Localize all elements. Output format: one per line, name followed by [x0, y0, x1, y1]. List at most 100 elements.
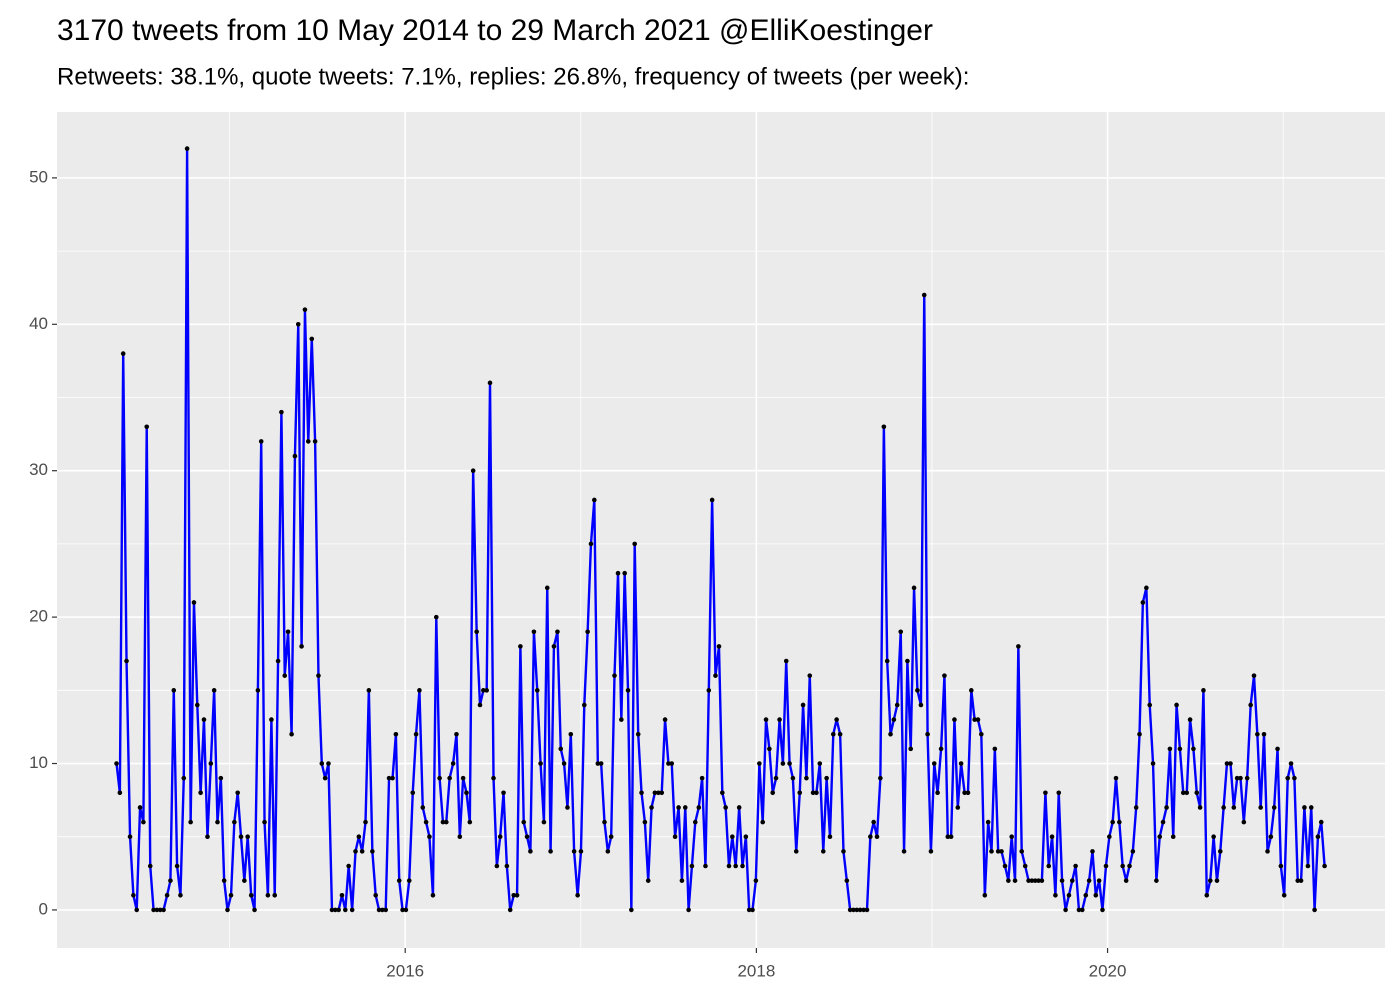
data-point: [726, 863, 732, 869]
data-point: [174, 863, 180, 869]
data-point: [999, 849, 1004, 854]
data-point: [248, 892, 254, 898]
data-point: [316, 673, 321, 678]
chart-title: 3170 tweets from 10 May 2014 to 29 March…: [57, 14, 933, 47]
data-point: [1120, 863, 1125, 869]
data-point: [538, 761, 543, 766]
data-point: [1160, 819, 1166, 825]
data-point: [619, 717, 624, 722]
data-point: [1117, 819, 1122, 825]
data-point: [1312, 907, 1317, 913]
data-point: [952, 717, 957, 722]
data-point: [1322, 863, 1327, 869]
data-point: [491, 775, 496, 781]
data-point: [1308, 805, 1314, 810]
data-point: [565, 805, 570, 810]
data-point: [326, 761, 331, 766]
data-point: [790, 775, 796, 781]
data-point: [1258, 805, 1263, 810]
data-point: [171, 688, 177, 693]
data-point: [578, 849, 584, 854]
data-point: [548, 849, 553, 854]
data-point: [975, 717, 981, 722]
data-point: [864, 907, 870, 913]
data-point: [245, 834, 250, 840]
data-point: [558, 746, 564, 752]
data-point: [184, 146, 190, 151]
data-point: [1244, 775, 1250, 781]
data-point: [430, 892, 436, 898]
data-point: [1204, 892, 1210, 898]
data-point: [931, 761, 937, 766]
data-point: [427, 834, 432, 840]
data-point: [255, 688, 261, 693]
data-point: [242, 878, 247, 883]
data-point: [750, 907, 755, 913]
data-point: [410, 790, 416, 796]
data-point: [1123, 878, 1129, 883]
data-point: [504, 863, 510, 869]
data-point: [709, 497, 715, 503]
data-point: [608, 834, 614, 840]
data-point: [208, 761, 214, 766]
data-point: [157, 907, 163, 913]
data-point: [376, 907, 382, 913]
x-tick-label: 2018: [737, 961, 775, 980]
data-point: [1187, 717, 1193, 722]
data-point: [1096, 878, 1102, 883]
data-point: [454, 731, 459, 737]
data-point: [464, 790, 469, 796]
data-point: [945, 834, 951, 840]
data-point: [982, 892, 988, 898]
data-point: [279, 409, 284, 415]
data-point: [120, 351, 126, 356]
data-point: [1083, 892, 1089, 898]
data-point: [507, 907, 513, 913]
data-point: [797, 790, 803, 796]
data-point: [154, 907, 160, 913]
data-point: [800, 702, 806, 708]
data-point: [1066, 892, 1072, 898]
data-point: [521, 819, 527, 825]
data-point: [938, 746, 944, 752]
data-point: [767, 746, 772, 752]
data-point: [915, 688, 920, 693]
data-point: [962, 790, 967, 796]
data-point: [881, 424, 887, 430]
data-point: [534, 688, 540, 693]
data-point: [635, 731, 641, 737]
data-point: [1076, 907, 1082, 913]
data-point: [659, 790, 665, 796]
data-point: [918, 702, 924, 708]
data-point: [679, 878, 685, 883]
data-point: [753, 878, 759, 883]
data-point: [127, 834, 133, 840]
data-point: [339, 892, 345, 898]
data-point: [995, 849, 1001, 854]
data-point: [205, 834, 210, 840]
data-point: [269, 717, 274, 722]
data-point: [1251, 673, 1257, 678]
data-point: [989, 849, 994, 854]
data-point: [1217, 849, 1223, 854]
data-point: [1127, 863, 1132, 869]
data-point: [868, 834, 873, 840]
data-point: [969, 688, 974, 693]
data-point: [1255, 731, 1260, 737]
data-point: [1107, 834, 1112, 840]
data-point: [992, 746, 998, 752]
data-point: [1019, 849, 1025, 854]
data-point: [1110, 819, 1115, 825]
chart-subtitle: Retweets: 38.1%, quote tweets: 7.1%, rep…: [57, 63, 969, 90]
data-point: [652, 790, 658, 796]
data-point: [851, 907, 856, 913]
data-point: [1278, 863, 1284, 869]
data-point: [1315, 834, 1321, 840]
data-point: [935, 790, 940, 796]
data-point: [309, 336, 315, 342]
data-point: [1006, 878, 1011, 883]
data-point: [888, 731, 893, 737]
data-point: [1063, 907, 1068, 913]
data-point: [114, 761, 119, 766]
